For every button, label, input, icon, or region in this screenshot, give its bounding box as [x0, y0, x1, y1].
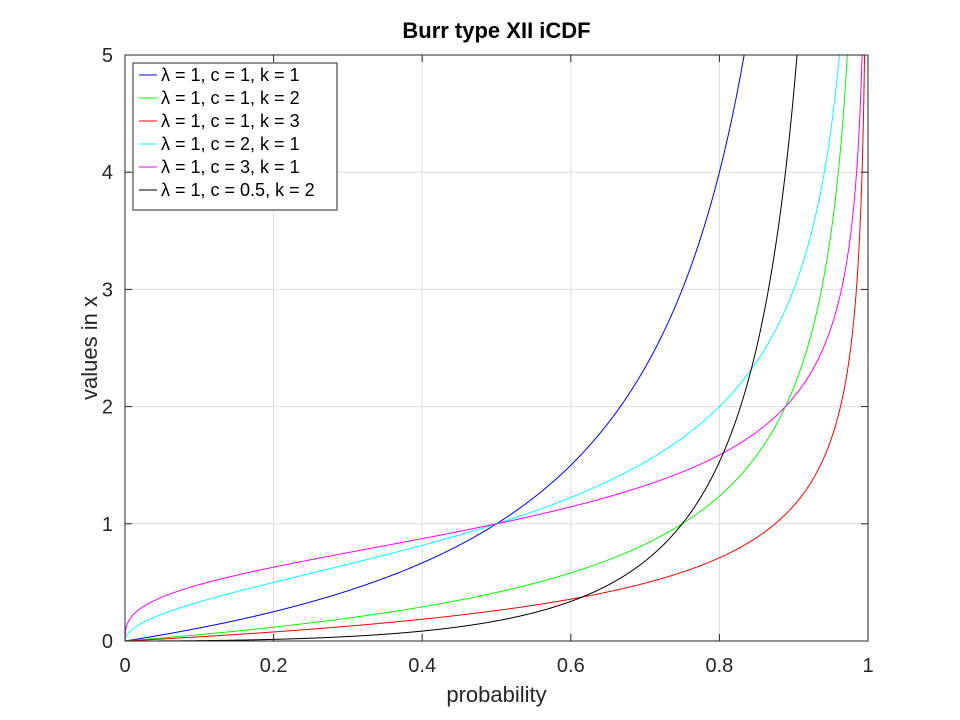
x-tick-label: 0.2	[260, 655, 288, 677]
x-tick-label: 1	[862, 655, 873, 677]
series-lines	[124, 54, 866, 642]
legend-label: λ = 1, c = 1, k = 1	[161, 65, 300, 85]
y-tick-label: 0	[102, 631, 113, 653]
series-line	[124, 54, 745, 642]
series-line	[124, 54, 863, 642]
y-tick-label: 1	[102, 514, 113, 536]
series-line	[124, 54, 866, 642]
series-line	[125, 54, 798, 642]
x-axis-title: probability	[446, 682, 546, 707]
x-tick-label: 0.4	[408, 655, 436, 677]
plot-frame	[124, 54, 869, 642]
series-line	[124, 54, 840, 642]
y-tick-label: 3	[102, 279, 113, 301]
legend: λ = 1, c = 1, k = 1 λ = 1, c = 1, k = 2 λ …	[132, 62, 338, 211]
y-tick-label: 2	[102, 397, 113, 419]
legend-box	[132, 62, 338, 211]
chart-title: Burr type XII iCDF	[402, 18, 590, 43]
axis-ticks: 0 0.2 0.4 0.6 0.8 1 0 1 2 3 4 5	[102, 45, 874, 677]
y-tick-label: 5	[102, 45, 113, 67]
x-tick-label: 0.6	[557, 655, 585, 677]
legend-label: λ = 1, c = 3, k = 1	[161, 157, 300, 177]
legend-label: λ = 1, c = 1, k = 2	[161, 88, 300, 108]
x-tick-label: 0.8	[705, 655, 733, 677]
legend-label: λ = 1, c = 2, k = 1	[161, 134, 300, 154]
legend-label: λ = 1, c = 1, k = 3	[161, 111, 300, 131]
legend-label: λ = 1, c = 0.5, k = 2	[161, 180, 315, 200]
y-tick-label: 4	[102, 162, 113, 184]
y-axis-title: values in x	[77, 296, 102, 400]
x-tick-label: 0	[119, 655, 130, 677]
series-line	[124, 54, 848, 642]
